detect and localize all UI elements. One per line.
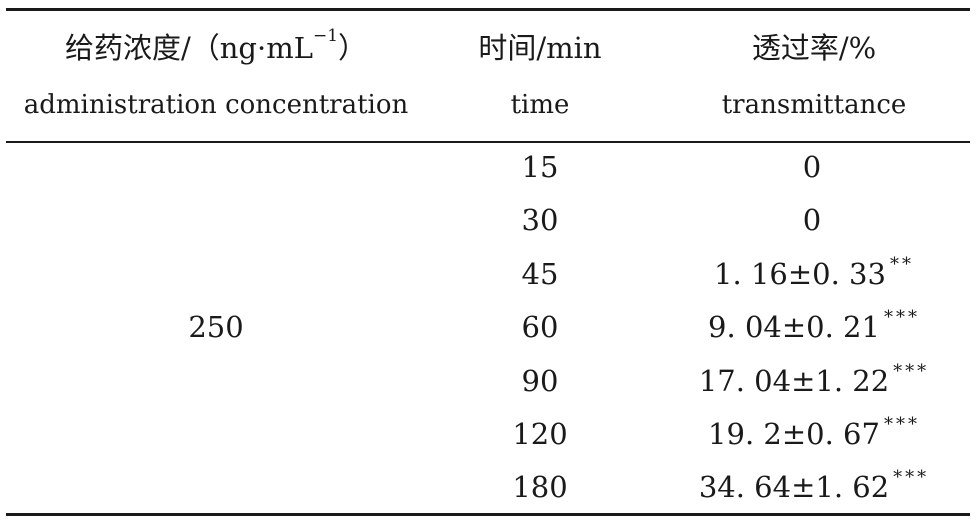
time-cell: 120 bbox=[512, 417, 568, 451]
header-transmittance-en: transmittance bbox=[721, 90, 907, 120]
header-transmittance-cn: 透过率/% bbox=[751, 31, 877, 65]
header-concentration-cn: 给药浓度/（ng·mL−1） bbox=[64, 26, 368, 66]
significance-stars: *** bbox=[883, 414, 920, 435]
transmittance-cell: 17. 04±1. 22 *** bbox=[698, 361, 930, 398]
header-time-en: time bbox=[510, 90, 570, 120]
significance-stars: ** bbox=[889, 254, 914, 275]
table-top-rule bbox=[6, 8, 970, 11]
table-bottom-rule bbox=[6, 513, 970, 516]
time-cell: 15 bbox=[521, 150, 559, 184]
concentration-cell: 250 bbox=[188, 310, 244, 344]
header-concentration-en: administration concentration bbox=[23, 90, 409, 120]
header-divider-rule bbox=[6, 141, 970, 143]
time-cell: 60 bbox=[521, 310, 559, 344]
significance-stars: *** bbox=[893, 467, 930, 488]
transmittance-cell: 34. 64±1. 62 *** bbox=[698, 467, 930, 504]
time-cell: 45 bbox=[521, 257, 559, 291]
transmittance-cell: 1. 16±0. 33 ** bbox=[714, 254, 914, 291]
transmittance-cell: 0 bbox=[802, 203, 822, 237]
significance-stars: *** bbox=[883, 307, 920, 328]
time-cell: 30 bbox=[521, 203, 559, 237]
time-cell: 90 bbox=[521, 364, 559, 398]
transmittance-cell: 0 bbox=[802, 150, 822, 184]
header-time-cn: 时间/min bbox=[478, 31, 602, 65]
transmittance-cell: 9. 04±0. 21 *** bbox=[708, 307, 920, 344]
time-cell: 180 bbox=[512, 470, 568, 504]
transmittance-cell: 19. 2±0. 67 *** bbox=[708, 414, 920, 451]
significance-stars: *** bbox=[893, 361, 930, 382]
